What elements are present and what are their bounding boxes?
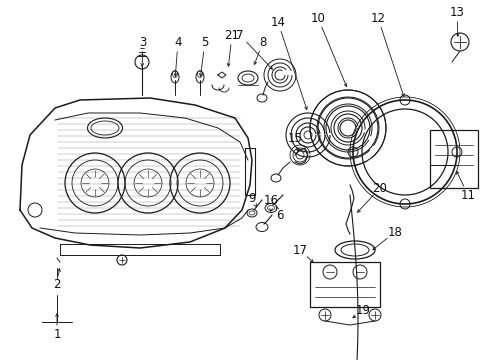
Text: 10: 10 bbox=[310, 12, 325, 24]
Text: 16: 16 bbox=[263, 194, 278, 207]
Bar bbox=[309, 262, 379, 307]
Text: 8: 8 bbox=[259, 36, 266, 49]
Text: 20: 20 bbox=[372, 181, 386, 194]
Text: 17: 17 bbox=[292, 243, 307, 257]
Text: 5: 5 bbox=[201, 36, 208, 49]
Text: 18: 18 bbox=[387, 225, 402, 239]
Text: 3: 3 bbox=[139, 36, 146, 49]
Text: 12: 12 bbox=[370, 12, 385, 24]
Text: 9: 9 bbox=[248, 192, 255, 204]
Text: 13: 13 bbox=[448, 5, 464, 18]
Text: 2: 2 bbox=[53, 279, 61, 292]
Text: 4: 4 bbox=[174, 36, 182, 49]
Text: 19: 19 bbox=[355, 303, 370, 316]
Text: 15: 15 bbox=[287, 131, 302, 144]
Bar bbox=[429, 130, 477, 188]
Text: 6: 6 bbox=[276, 208, 283, 221]
Text: 14: 14 bbox=[270, 15, 285, 28]
Text: 7: 7 bbox=[236, 28, 243, 41]
Text: 11: 11 bbox=[460, 189, 474, 202]
Text: 21: 21 bbox=[224, 28, 239, 41]
Text: 1: 1 bbox=[53, 328, 61, 342]
